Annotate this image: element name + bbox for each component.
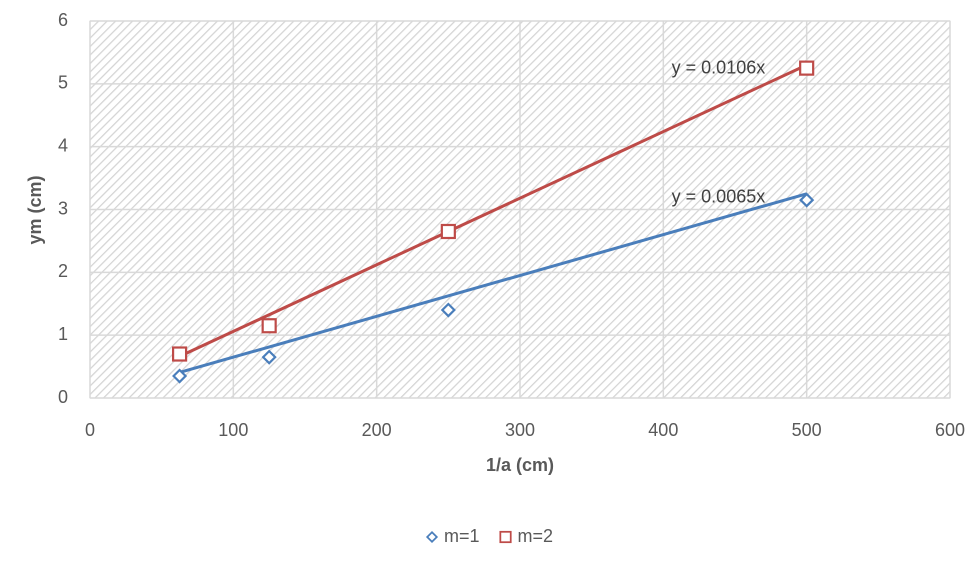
trendline — [179, 192, 808, 374]
y-tick-label: 0 — [58, 387, 68, 407]
trendline — [178, 63, 808, 358]
x-tick-label: 200 — [362, 420, 392, 440]
data-point — [171, 346, 188, 362]
data-point — [440, 302, 456, 318]
data-point — [440, 223, 456, 240]
x-tick-label: 0 — [85, 420, 95, 440]
data-point — [799, 60, 815, 76]
x-tick-label: 300 — [505, 420, 535, 440]
y-tick-label: 1 — [58, 324, 68, 344]
y-tick-label: 6 — [58, 10, 68, 30]
data-point — [261, 349, 277, 365]
x-axis-title: 1/a (cm) — [486, 455, 554, 475]
y-tick-label: 3 — [58, 198, 68, 218]
x-tick-label: 400 — [648, 420, 678, 440]
x-tick-label: 500 — [792, 420, 822, 440]
trendline-label: y = 0.0065x — [672, 187, 766, 207]
y-axis-title: ym (cm) — [25, 175, 45, 244]
y-tick-label: 4 — [58, 135, 68, 155]
legend-label: m=1 — [444, 526, 480, 546]
legend-marker — [425, 530, 439, 544]
y-tick-label: 2 — [58, 261, 68, 281]
x-tick-label: 100 — [218, 420, 248, 440]
data-point — [261, 318, 277, 334]
data-point — [172, 368, 188, 384]
y-tick-label: 5 — [58, 73, 68, 93]
legend-marker — [499, 530, 512, 544]
legend-label: m=2 — [518, 526, 554, 546]
x-tick-label: 600 — [935, 420, 965, 440]
data-point — [799, 192, 815, 208]
trendline-label: y = 0.0106x — [672, 58, 766, 78]
